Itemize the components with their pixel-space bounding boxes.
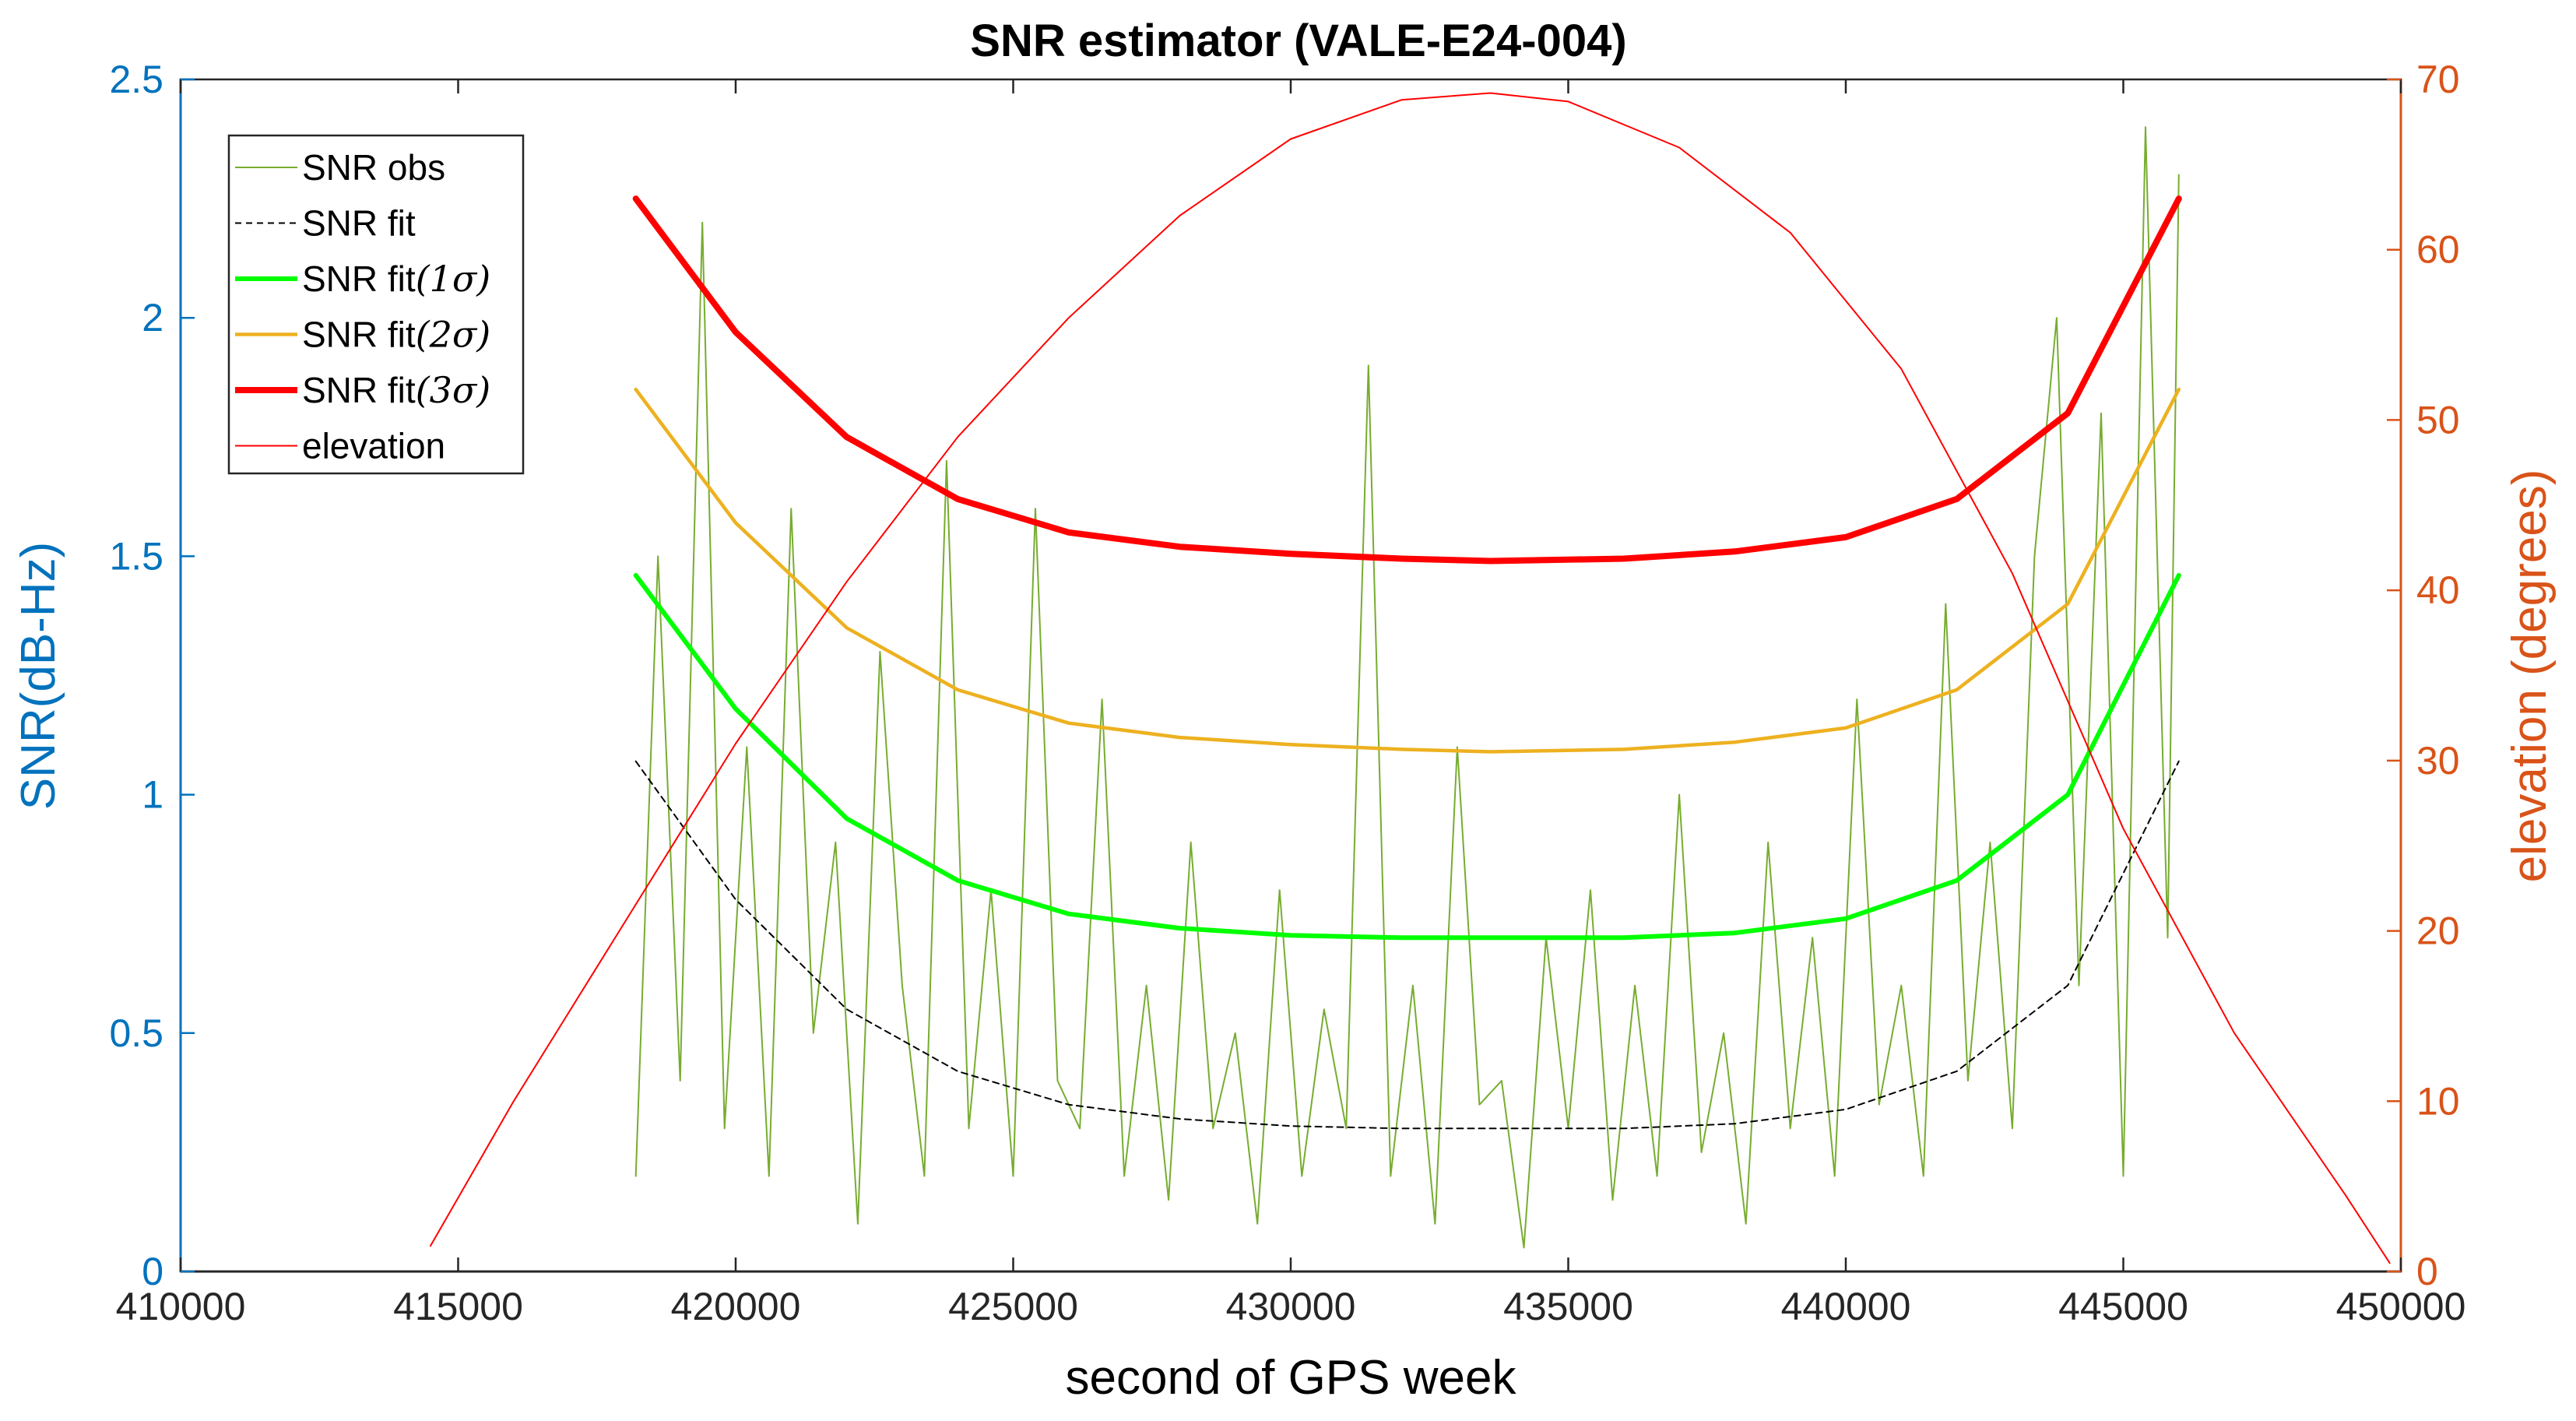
legend-label: SNR fit — [302, 203, 416, 244]
series-line-elevation — [429, 92, 2391, 1264]
legend-label: elevation — [302, 426, 445, 466]
y2-tick-label: 60 — [2416, 228, 2460, 272]
y-tick-label: 0.5 — [109, 1011, 163, 1055]
x-tick-label: 450000 — [2336, 1285, 2466, 1328]
series-line-snr-fit-1 — [633, 572, 2181, 941]
y-tick-label: 0 — [142, 1250, 163, 1293]
x-tick-label: 440000 — [1781, 1285, 1911, 1328]
y-tick-label: 1 — [142, 773, 163, 817]
legend-label: SNR fit(1σ) — [302, 258, 490, 300]
y2-tick-label: 50 — [2416, 398, 2460, 441]
axes-background — [181, 79, 2401, 1272]
series-line-snr-fit-3 — [632, 195, 2182, 565]
chart-title: SNR estimator (VALE-E24-004) — [970, 16, 1626, 66]
legend: SNR obs SNR fit SNR fit(1σ) SNR fit(2σ) SNR … — [227, 134, 525, 475]
legend-box — [227, 134, 525, 475]
y-tick-label: 1.5 — [109, 534, 163, 578]
y2-tick-label: 20 — [2416, 909, 2460, 953]
y-axis-ticks: 0 0.5 1 1.5 2 2.5 — [109, 58, 195, 1293]
legend-label: SNR fit(2σ) — [302, 314, 490, 356]
y2-tick-label: 70 — [2416, 58, 2460, 101]
x-tick-label: 415000 — [393, 1285, 523, 1328]
x-tick-label: 430000 — [1226, 1285, 1356, 1328]
x-tick-label: 410000 — [116, 1285, 246, 1328]
x-tick-label: 425000 — [948, 1285, 1078, 1328]
y-tick-label: 2 — [142, 296, 163, 339]
y-tick-label: 2.5 — [109, 58, 163, 101]
x-tick-label: 445000 — [2058, 1285, 2188, 1328]
y2-axis-label: elevation (degrees) — [2503, 470, 2557, 883]
legend-sigma: (1σ) — [416, 258, 491, 300]
y-axis-label: SNR(dB-Hz) — [12, 542, 65, 810]
y2-tick-label: 40 — [2416, 568, 2460, 612]
series-line-snr-fit — [634, 760, 2180, 1130]
x-tick-label: 435000 — [1503, 1285, 1633, 1328]
y2-tick-label: 30 — [2416, 739, 2460, 783]
series-line-snr-fit-2 — [634, 387, 2181, 754]
y2-tick-label: 0 — [2416, 1250, 2438, 1293]
legend-label: SNR fit(3σ) — [302, 369, 490, 411]
series-line-snr-obs — [634, 126, 2180, 1249]
legend-label: SNR obs — [302, 147, 445, 188]
legend-sigma: (2σ) — [416, 314, 491, 356]
y2-axis-ticks: 0 10 20 30 40 50 60 70 — [2387, 58, 2460, 1293]
x-tick-label: 420000 — [671, 1285, 801, 1328]
series-layer — [429, 92, 2391, 1264]
x-axis-label: second of GPS week — [1066, 1351, 1517, 1405]
legend-sigma: (3σ) — [416, 369, 491, 411]
y2-tick-label: 10 — [2416, 1079, 2460, 1123]
x-axis-ticks: 410000 415000 420000 425000 430000 435000 4400… — [116, 79, 2466, 1328]
